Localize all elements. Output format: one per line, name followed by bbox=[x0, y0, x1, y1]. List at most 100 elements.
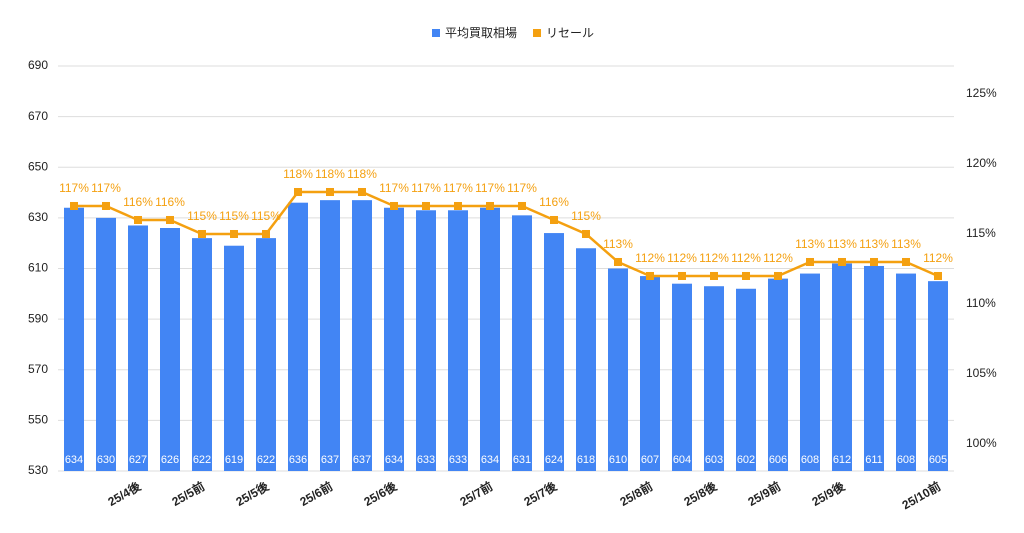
line-marker bbox=[326, 187, 334, 196]
line-marker bbox=[262, 229, 270, 238]
bar-value-label: 626 bbox=[161, 454, 179, 466]
legend-label: リセール bbox=[546, 26, 594, 40]
line-value-label: 116% bbox=[123, 195, 153, 209]
bar-value-label: 637 bbox=[321, 454, 339, 466]
bar bbox=[288, 202, 308, 471]
x-tick-label: 25/8後 bbox=[681, 478, 720, 509]
x-tick-label: 25/5前 bbox=[169, 478, 207, 509]
x-tick-label: 25/9後 bbox=[809, 478, 848, 509]
bar-value-label: 608 bbox=[897, 454, 915, 466]
line-value-label: 115% bbox=[187, 209, 217, 223]
y-tick-label: 530 bbox=[28, 463, 48, 477]
bar-value-label: 633 bbox=[449, 454, 467, 466]
bar-value-label: 605 bbox=[929, 454, 947, 466]
bar-value-label: 608 bbox=[801, 454, 819, 466]
bar-value-label: 606 bbox=[769, 454, 787, 466]
bar-value-label: 619 bbox=[225, 454, 243, 466]
bar bbox=[64, 207, 84, 471]
bar-value-label: 618 bbox=[577, 454, 595, 466]
line-marker bbox=[454, 201, 462, 210]
bar-value-label: 607 bbox=[641, 454, 659, 466]
line-marker bbox=[358, 187, 366, 196]
x-tick-label: 25/8前 bbox=[617, 478, 655, 509]
bar-value-label: 622 bbox=[193, 454, 211, 466]
line-value-label: 116% bbox=[155, 195, 185, 209]
line-value-label: 115% bbox=[571, 209, 601, 223]
bar bbox=[512, 215, 532, 471]
x-tick-label: 25/10前 bbox=[899, 478, 943, 512]
line-marker bbox=[838, 257, 846, 266]
y2-tick-label: 105% bbox=[966, 366, 997, 380]
y-tick-label: 670 bbox=[28, 109, 48, 123]
bar bbox=[480, 207, 500, 471]
y-tick-label: 650 bbox=[28, 159, 48, 173]
bar-value-label: 634 bbox=[65, 454, 83, 466]
bar-value-label: 633 bbox=[417, 454, 435, 466]
bar-value-label: 636 bbox=[289, 454, 307, 466]
x-tick-label: 25/6前 bbox=[297, 478, 335, 509]
line-marker bbox=[614, 257, 622, 266]
line-value-label: 117% bbox=[91, 181, 121, 195]
bar bbox=[256, 238, 276, 471]
line-value-label: 112% bbox=[667, 251, 697, 265]
bar-value-label: 622 bbox=[257, 454, 275, 466]
bar bbox=[384, 207, 404, 471]
bar-value-label: 624 bbox=[545, 454, 563, 466]
line-value-label: 117% bbox=[507, 181, 537, 195]
line-marker bbox=[70, 201, 78, 210]
line-marker bbox=[870, 257, 878, 266]
line-marker bbox=[166, 215, 174, 224]
bar bbox=[96, 217, 116, 471]
bar-value-label: 610 bbox=[609, 454, 627, 466]
line-marker bbox=[646, 271, 654, 280]
bar-value-label: 634 bbox=[385, 454, 403, 466]
bar bbox=[224, 245, 244, 471]
line-value-label: 113% bbox=[827, 237, 857, 251]
line-value-label: 112% bbox=[699, 251, 729, 265]
y-tick-label: 690 bbox=[28, 58, 48, 72]
bar-value-label: 602 bbox=[737, 454, 755, 466]
line-value-label: 112% bbox=[763, 251, 793, 265]
line-marker bbox=[774, 271, 782, 280]
y-tick-label: 590 bbox=[28, 311, 48, 325]
bar-value-label: 604 bbox=[673, 454, 691, 466]
y2-tick-label: 120% bbox=[966, 156, 997, 170]
line-marker bbox=[710, 271, 718, 280]
line-marker bbox=[806, 257, 814, 266]
line-value-label: 115% bbox=[251, 209, 281, 223]
y2-tick-label: 100% bbox=[966, 436, 997, 450]
line-value-label: 115% bbox=[219, 209, 249, 223]
line-value-label: 118% bbox=[283, 167, 313, 181]
line-marker bbox=[422, 201, 430, 210]
bar-value-label: 603 bbox=[705, 454, 723, 466]
line-value-label: 112% bbox=[923, 251, 953, 265]
bar bbox=[448, 210, 468, 471]
bar bbox=[864, 265, 884, 471]
bar bbox=[736, 288, 756, 471]
bar bbox=[416, 210, 436, 471]
line-value-label: 118% bbox=[315, 167, 345, 181]
bar bbox=[640, 276, 660, 471]
bar bbox=[576, 248, 596, 471]
bar-value-label: 634 bbox=[481, 454, 499, 466]
x-tick-label: 25/6後 bbox=[361, 478, 400, 509]
y2-tick-label: 115% bbox=[966, 226, 996, 240]
line-value-label: 117% bbox=[411, 181, 441, 195]
line-marker bbox=[678, 271, 686, 280]
bar bbox=[672, 283, 692, 471]
bar-value-label: 631 bbox=[513, 454, 531, 466]
line-marker bbox=[390, 201, 398, 210]
bar bbox=[160, 228, 180, 471]
bar-value-label: 612 bbox=[833, 454, 851, 466]
line-marker bbox=[518, 201, 526, 210]
line-value-label: 116% bbox=[539, 195, 569, 209]
line-value-label: 118% bbox=[347, 167, 377, 181]
line-marker bbox=[198, 229, 206, 238]
bar bbox=[896, 273, 916, 471]
bar bbox=[128, 225, 148, 471]
line-value-label: 112% bbox=[731, 251, 761, 265]
line-value-label: 117% bbox=[379, 181, 409, 195]
x-tick-label: 25/9前 bbox=[745, 478, 783, 509]
line bbox=[74, 190, 939, 278]
line-value-label: 117% bbox=[475, 181, 505, 195]
